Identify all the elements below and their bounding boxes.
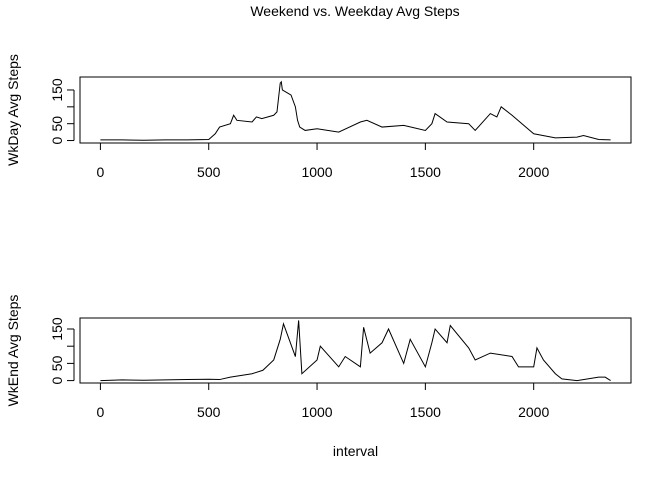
plot-box bbox=[79, 317, 632, 384]
y-axis-label: WkDay Avg Steps bbox=[5, 54, 21, 166]
x-tick-label: 500 bbox=[197, 164, 221, 180]
data-line bbox=[100, 80, 611, 141]
x-tick-label: 1500 bbox=[410, 404, 441, 420]
x-tick-label: 1000 bbox=[301, 164, 332, 180]
data-line bbox=[100, 320, 611, 382]
figure-title: Weekend vs. Weekday Avg Steps bbox=[250, 3, 459, 19]
y-tick-label: 0 bbox=[49, 376, 65, 384]
y-tick-label: 50 bbox=[49, 116, 65, 132]
x-tick-label: 0 bbox=[97, 164, 105, 180]
x-axis-label: interval bbox=[333, 443, 378, 459]
y-axis-label: WkEnd Avg Steps bbox=[5, 295, 21, 407]
x-tick-label: 0 bbox=[97, 404, 105, 420]
plot-box bbox=[79, 76, 632, 144]
y-tick-label: 150 bbox=[49, 317, 65, 341]
y-tick-label: 150 bbox=[49, 78, 65, 102]
x-tick-label: 500 bbox=[197, 404, 221, 420]
x-tick-label: 2000 bbox=[518, 404, 549, 420]
y-tick-label: 0 bbox=[49, 136, 65, 144]
x-tick-label: 2000 bbox=[518, 164, 549, 180]
y-tick-label: 50 bbox=[49, 355, 65, 371]
x-tick-label: 1500 bbox=[410, 164, 441, 180]
x-tick-label: 1000 bbox=[301, 404, 332, 420]
